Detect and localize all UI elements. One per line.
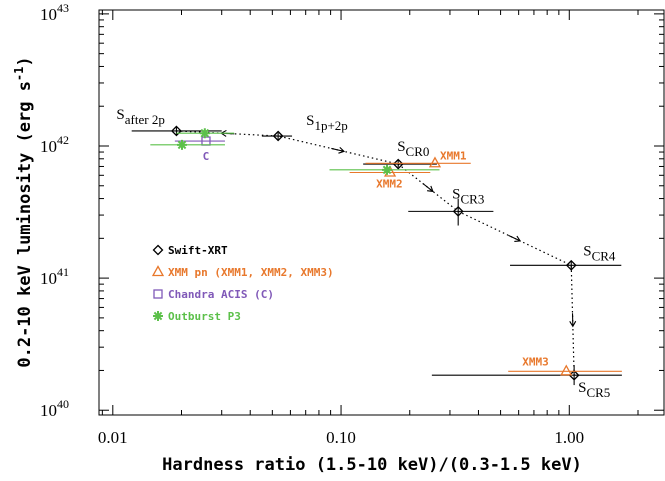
point-label-sub: CR0 [406, 144, 430, 159]
point-label-main: S [452, 186, 460, 202]
point-label-main: S [583, 243, 591, 259]
point-label: SCR0 [397, 139, 429, 159]
point [272, 130, 284, 142]
point-label: SCR3 [452, 186, 484, 206]
plot-frame [98, 9, 665, 416]
point-label: Safter 2p [116, 107, 164, 127]
point [452, 205, 464, 217]
point [428, 156, 442, 168]
y-tick-exponent: 43 [57, 1, 69, 15]
y-tick-label: 1041 [40, 265, 69, 288]
point-label-main: S [306, 113, 314, 129]
point-label: XMM3 [522, 355, 549, 368]
legend-label: Outburst P3 [168, 310, 241, 323]
y-tick-label: 1043 [40, 1, 69, 24]
connecting-line [176, 130, 575, 376]
point-label-main: S [397, 139, 405, 155]
y-tick-exponent: 40 [57, 397, 69, 411]
point-label-sub: CR4 [592, 248, 616, 263]
point-label-main: S [116, 107, 124, 123]
legend-marker [152, 244, 164, 256]
x-tick-label: 1.00 [554, 428, 584, 447]
y-tick-label: 1042 [40, 133, 69, 156]
x-tick-label: 0.10 [326, 428, 356, 447]
point-label: XMM1 [440, 149, 467, 162]
point [177, 139, 188, 150]
point [199, 128, 210, 139]
point-label: SCR5 [578, 380, 610, 400]
point-label: C [203, 150, 210, 163]
point [565, 259, 577, 271]
point-label-sub: after 2p [125, 112, 165, 127]
direction-arrow [422, 182, 434, 193]
y-tick-label: 1040 [40, 397, 69, 420]
direction-arrow [331, 146, 346, 154]
y-axis-title: 0.2-10 keV luminosity (erg s-1) [12, 56, 35, 367]
legend-label: Swift-XRT [168, 244, 228, 257]
y-tick-base: 10 [40, 5, 57, 24]
legend-marker [153, 311, 163, 321]
y-tick-base: 10 [40, 401, 57, 420]
y-axis-title-main: 0.2-10 keV luminosity (erg s [15, 81, 35, 368]
point [392, 158, 404, 170]
legend-label: Chandra ACIS (C) [168, 288, 274, 301]
direction-arrow [569, 313, 577, 328]
point [560, 364, 573, 376]
point-label-sub: 1p+2p [314, 118, 347, 133]
point [171, 125, 182, 137]
y-tick-base: 10 [40, 269, 57, 288]
legend-label: XMM pn (XMM1, XMM2, XMM3) [168, 266, 334, 279]
x-axis-title: Hardness ratio (1.5-10 keV)/(0.3-1.5 keV… [162, 455, 582, 475]
y-tick-exponent: 42 [57, 133, 69, 147]
direction-arrow [508, 234, 522, 243]
point-label-sub: CR5 [586, 385, 610, 400]
y-axis-title-end: ) [15, 56, 35, 66]
point-label: XMM2 [376, 178, 403, 191]
y-tick-base: 10 [40, 137, 57, 156]
legend-marker [153, 289, 163, 299]
legend-marker [151, 265, 165, 277]
point-label-main: S [578, 380, 586, 396]
point-label: S1p+2p [306, 113, 348, 133]
point-label-sub: CR3 [461, 191, 485, 206]
y-tick-exponent: 41 [57, 265, 69, 279]
x-tick-label: 0.01 [98, 428, 128, 447]
point-label: SCR4 [583, 243, 616, 263]
point [382, 164, 393, 175]
y-axis-title-sup: -1 [12, 67, 26, 81]
